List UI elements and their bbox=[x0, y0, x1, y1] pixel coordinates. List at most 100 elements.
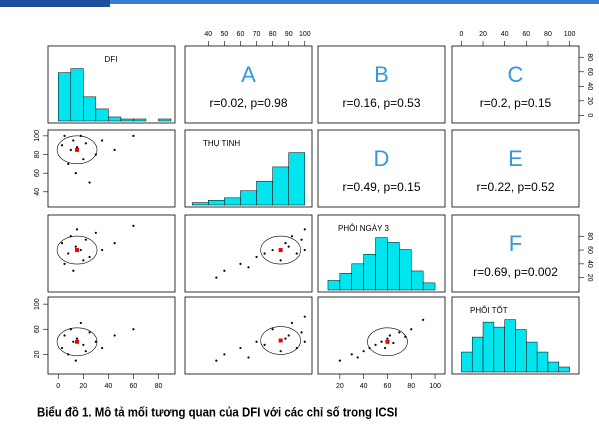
y-tick-label: 40 bbox=[586, 82, 593, 90]
hist-bar bbox=[120, 118, 134, 122]
x-tick-label: 100 bbox=[299, 31, 311, 38]
scatter-point bbox=[350, 353, 353, 356]
scatter-point bbox=[88, 255, 91, 259]
scatter-point bbox=[290, 321, 294, 325]
x-tick-label: 60 bbox=[237, 31, 245, 38]
panel bbox=[184, 296, 313, 375]
y-tick-label: 20 bbox=[586, 274, 593, 282]
y-tick-label: 40 bbox=[586, 260, 593, 268]
ellipse bbox=[367, 327, 408, 357]
hist-bar bbox=[399, 249, 412, 291]
scatter-point bbox=[84, 350, 87, 353]
scatter-point bbox=[82, 259, 85, 262]
scatter-point bbox=[72, 340, 75, 343]
x-tick-label: 0 bbox=[459, 31, 463, 38]
hist-bar bbox=[558, 366, 570, 373]
y-tick-label: 80 bbox=[586, 232, 593, 240]
correlation-letter: D bbox=[374, 146, 390, 171]
scatter-point bbox=[215, 359, 218, 362]
hist-bar bbox=[240, 190, 257, 206]
hist-bar bbox=[83, 96, 97, 122]
scatter-point bbox=[72, 269, 75, 272]
panel bbox=[317, 45, 446, 124]
x-tick-label: 20 bbox=[479, 31, 487, 38]
correlation-letter: B bbox=[374, 62, 389, 87]
y-tick-label: 20 bbox=[586, 97, 593, 105]
correlation-letter: F bbox=[509, 231, 522, 256]
hist-bar bbox=[339, 273, 353, 291]
x-tick-label: 40 bbox=[104, 383, 112, 390]
scatter-point bbox=[101, 139, 104, 142]
correlation-text: r=0.49, p=0.15 bbox=[342, 180, 420, 194]
scatter-point bbox=[374, 343, 377, 347]
scatter-point bbox=[287, 334, 290, 337]
panel bbox=[451, 296, 580, 375]
hist-bar bbox=[375, 237, 388, 291]
scatter-point bbox=[279, 350, 282, 353]
mean-point bbox=[75, 248, 80, 253]
y-tick-label: 60 bbox=[34, 325, 41, 333]
panel bbox=[184, 129, 313, 208]
scatter-point bbox=[82, 343, 85, 347]
scatter-point bbox=[410, 328, 413, 331]
panel bbox=[47, 296, 176, 375]
scatter-point bbox=[271, 328, 274, 331]
hist-bar bbox=[363, 254, 376, 291]
x-tick-label: 40 bbox=[501, 31, 509, 38]
scatter-point bbox=[69, 148, 72, 151]
scatter-point bbox=[215, 276, 218, 279]
hist-bar bbox=[224, 197, 241, 206]
top-band bbox=[0, 0, 599, 4]
scatter-point bbox=[303, 315, 306, 318]
scatter-point bbox=[392, 341, 395, 345]
scatter-point bbox=[239, 346, 242, 350]
panel bbox=[451, 129, 580, 208]
panel bbox=[184, 214, 313, 293]
y-tick-label: 80 bbox=[34, 151, 41, 159]
correlation-text: r=0.02, p=0.98 bbox=[209, 96, 287, 110]
scatter-point bbox=[422, 318, 425, 321]
variable-label: THỤ TINH bbox=[203, 139, 240, 148]
mean-point bbox=[385, 339, 390, 344]
ellipse bbox=[260, 235, 301, 265]
x-tick-label: 80 bbox=[155, 383, 163, 390]
panel bbox=[317, 296, 446, 375]
scatter-point bbox=[75, 228, 79, 231]
scatter-point bbox=[63, 334, 66, 337]
hist-bar bbox=[272, 166, 289, 206]
x-tick-label: 70 bbox=[253, 31, 261, 38]
top-band-accent bbox=[0, 0, 110, 7]
scatter-point bbox=[132, 134, 135, 137]
scatter-point bbox=[101, 346, 104, 350]
hist-bar bbox=[108, 116, 122, 122]
scatter-point bbox=[113, 242, 116, 245]
scatter-point bbox=[271, 248, 274, 252]
x-tick-label: 80 bbox=[269, 31, 277, 38]
hist-bar bbox=[58, 72, 72, 122]
scatter-point bbox=[284, 337, 287, 340]
x-tick-label: 90 bbox=[285, 31, 293, 38]
scatter-point bbox=[60, 144, 64, 147]
scatter-point bbox=[263, 252, 266, 255]
scatter-point bbox=[132, 224, 135, 227]
scatter-point bbox=[84, 238, 87, 241]
hist-bar bbox=[493, 326, 505, 373]
correlation-text: r=0.69, p=0.002 bbox=[473, 265, 558, 279]
panel bbox=[317, 214, 446, 293]
scatter-point bbox=[290, 235, 294, 238]
correlation-text: r=0.22, p=0.52 bbox=[476, 180, 554, 194]
scatter-point bbox=[79, 248, 82, 252]
y-tick-label: 100 bbox=[34, 298, 41, 310]
scatter-point bbox=[63, 134, 66, 137]
x-tick-label: 100 bbox=[564, 31, 576, 38]
scatter-point bbox=[223, 353, 226, 356]
variable-label: PHÔI TỐT bbox=[470, 305, 508, 315]
x-tick-label: 60 bbox=[384, 383, 392, 390]
hist-bar bbox=[191, 202, 209, 206]
hist-bar bbox=[208, 199, 225, 206]
scatter-point bbox=[74, 245, 77, 248]
scatter-point bbox=[362, 350, 365, 353]
scatter-point bbox=[113, 334, 116, 337]
hist-bar bbox=[504, 319, 516, 373]
scatter-point bbox=[386, 337, 389, 340]
